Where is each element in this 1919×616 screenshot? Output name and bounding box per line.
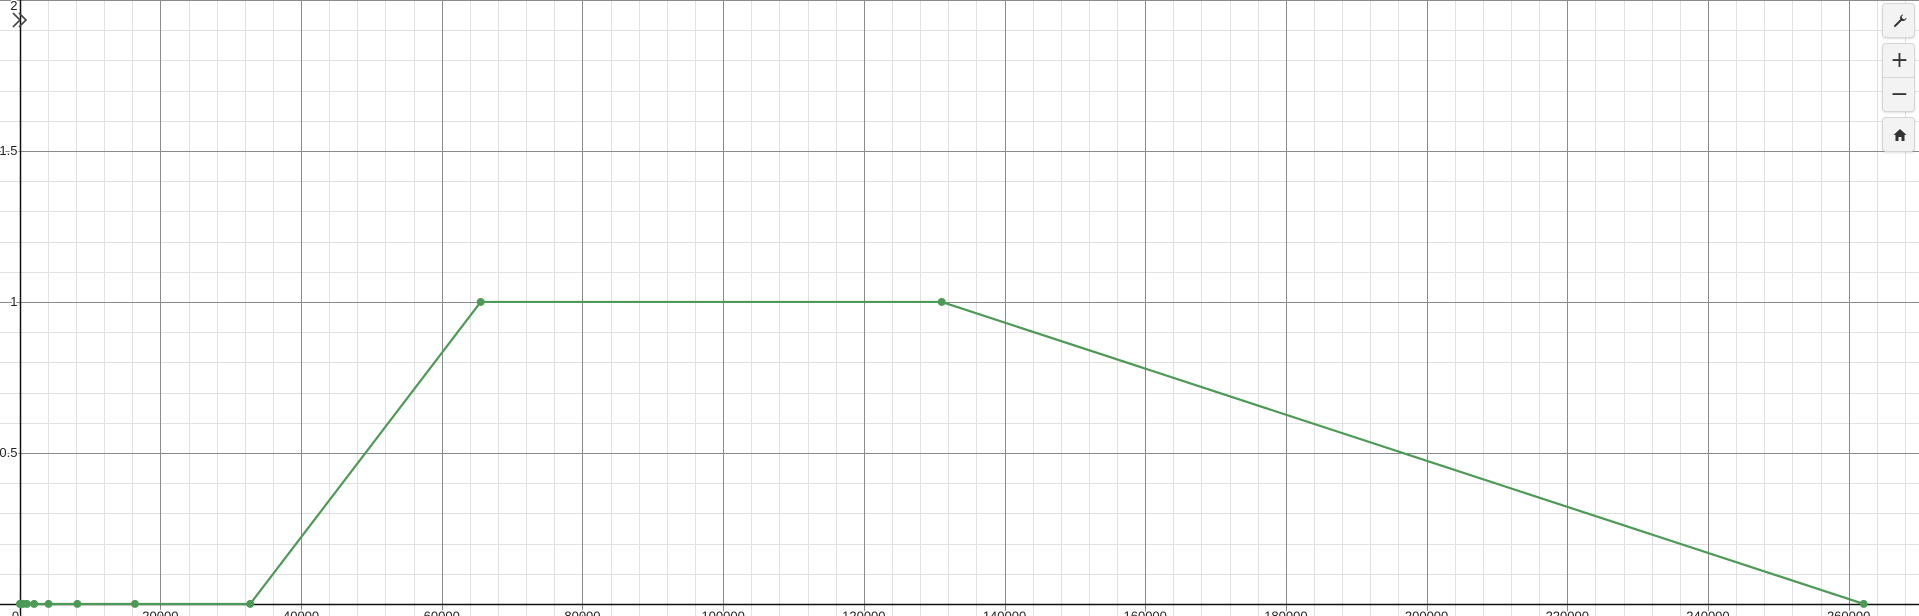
zoom-out-button[interactable]: − (1883, 77, 1914, 111)
data-point (937, 297, 946, 306)
data-point (246, 599, 255, 608)
x-tick-label: 120000 (842, 609, 885, 616)
x-tick-label: 100000 (701, 609, 744, 616)
wrench-icon (1893, 14, 1906, 27)
graph-controls: + − (1882, 3, 1915, 157)
x-tick-label: 180000 (1264, 609, 1307, 616)
data-point (1859, 599, 1868, 608)
series-line (18, 300, 1865, 606)
y-tick-label: 1.5 (0, 143, 18, 158)
x-tick-label: 40000 (283, 609, 319, 616)
data-point (30, 599, 39, 608)
double-chevron-right-icon (12, 12, 28, 28)
x-tick-label: 60000 (424, 609, 460, 616)
x-tick-label: 140000 (983, 609, 1026, 616)
y-tick-label: 2 (10, 0, 17, 13)
zoom-in-button[interactable]: + (1890, 47, 1909, 73)
x-tick-label: 220000 (1546, 609, 1589, 616)
x-tick-label: 20000 (142, 609, 178, 616)
tick-labels: 0 20000 40000 60000 80000 100000 120000 140000 1… (0, 0, 1872, 616)
x-tick-label: 80000 (564, 609, 600, 616)
home-icon (1893, 128, 1906, 141)
default-viewport-button[interactable] (1883, 118, 1914, 151)
y-tick-label: 1 (10, 294, 17, 309)
series-points (15, 297, 1868, 608)
x-tick-label: 240000 (1686, 609, 1729, 616)
home-group (1882, 117, 1915, 152)
settings-group (1882, 3, 1915, 38)
zoom-group: + − (1882, 43, 1915, 112)
x-tick-label: 260000 (1827, 609, 1870, 616)
x-tick-label: 200000 (1405, 609, 1448, 616)
data-point (130, 599, 139, 608)
graph-settings-button[interactable] (1883, 4, 1914, 37)
expand-expression-list-button[interactable] (6, 6, 34, 34)
x-tick-label: 160000 (1124, 609, 1167, 616)
data-point (22, 599, 31, 608)
origin-label: 0 (12, 609, 19, 616)
data-point (476, 297, 485, 306)
series-polyline (18, 300, 1865, 606)
data-point (44, 599, 53, 608)
y-tick-label: 0.5 (0, 445, 18, 460)
data-point (73, 599, 82, 608)
